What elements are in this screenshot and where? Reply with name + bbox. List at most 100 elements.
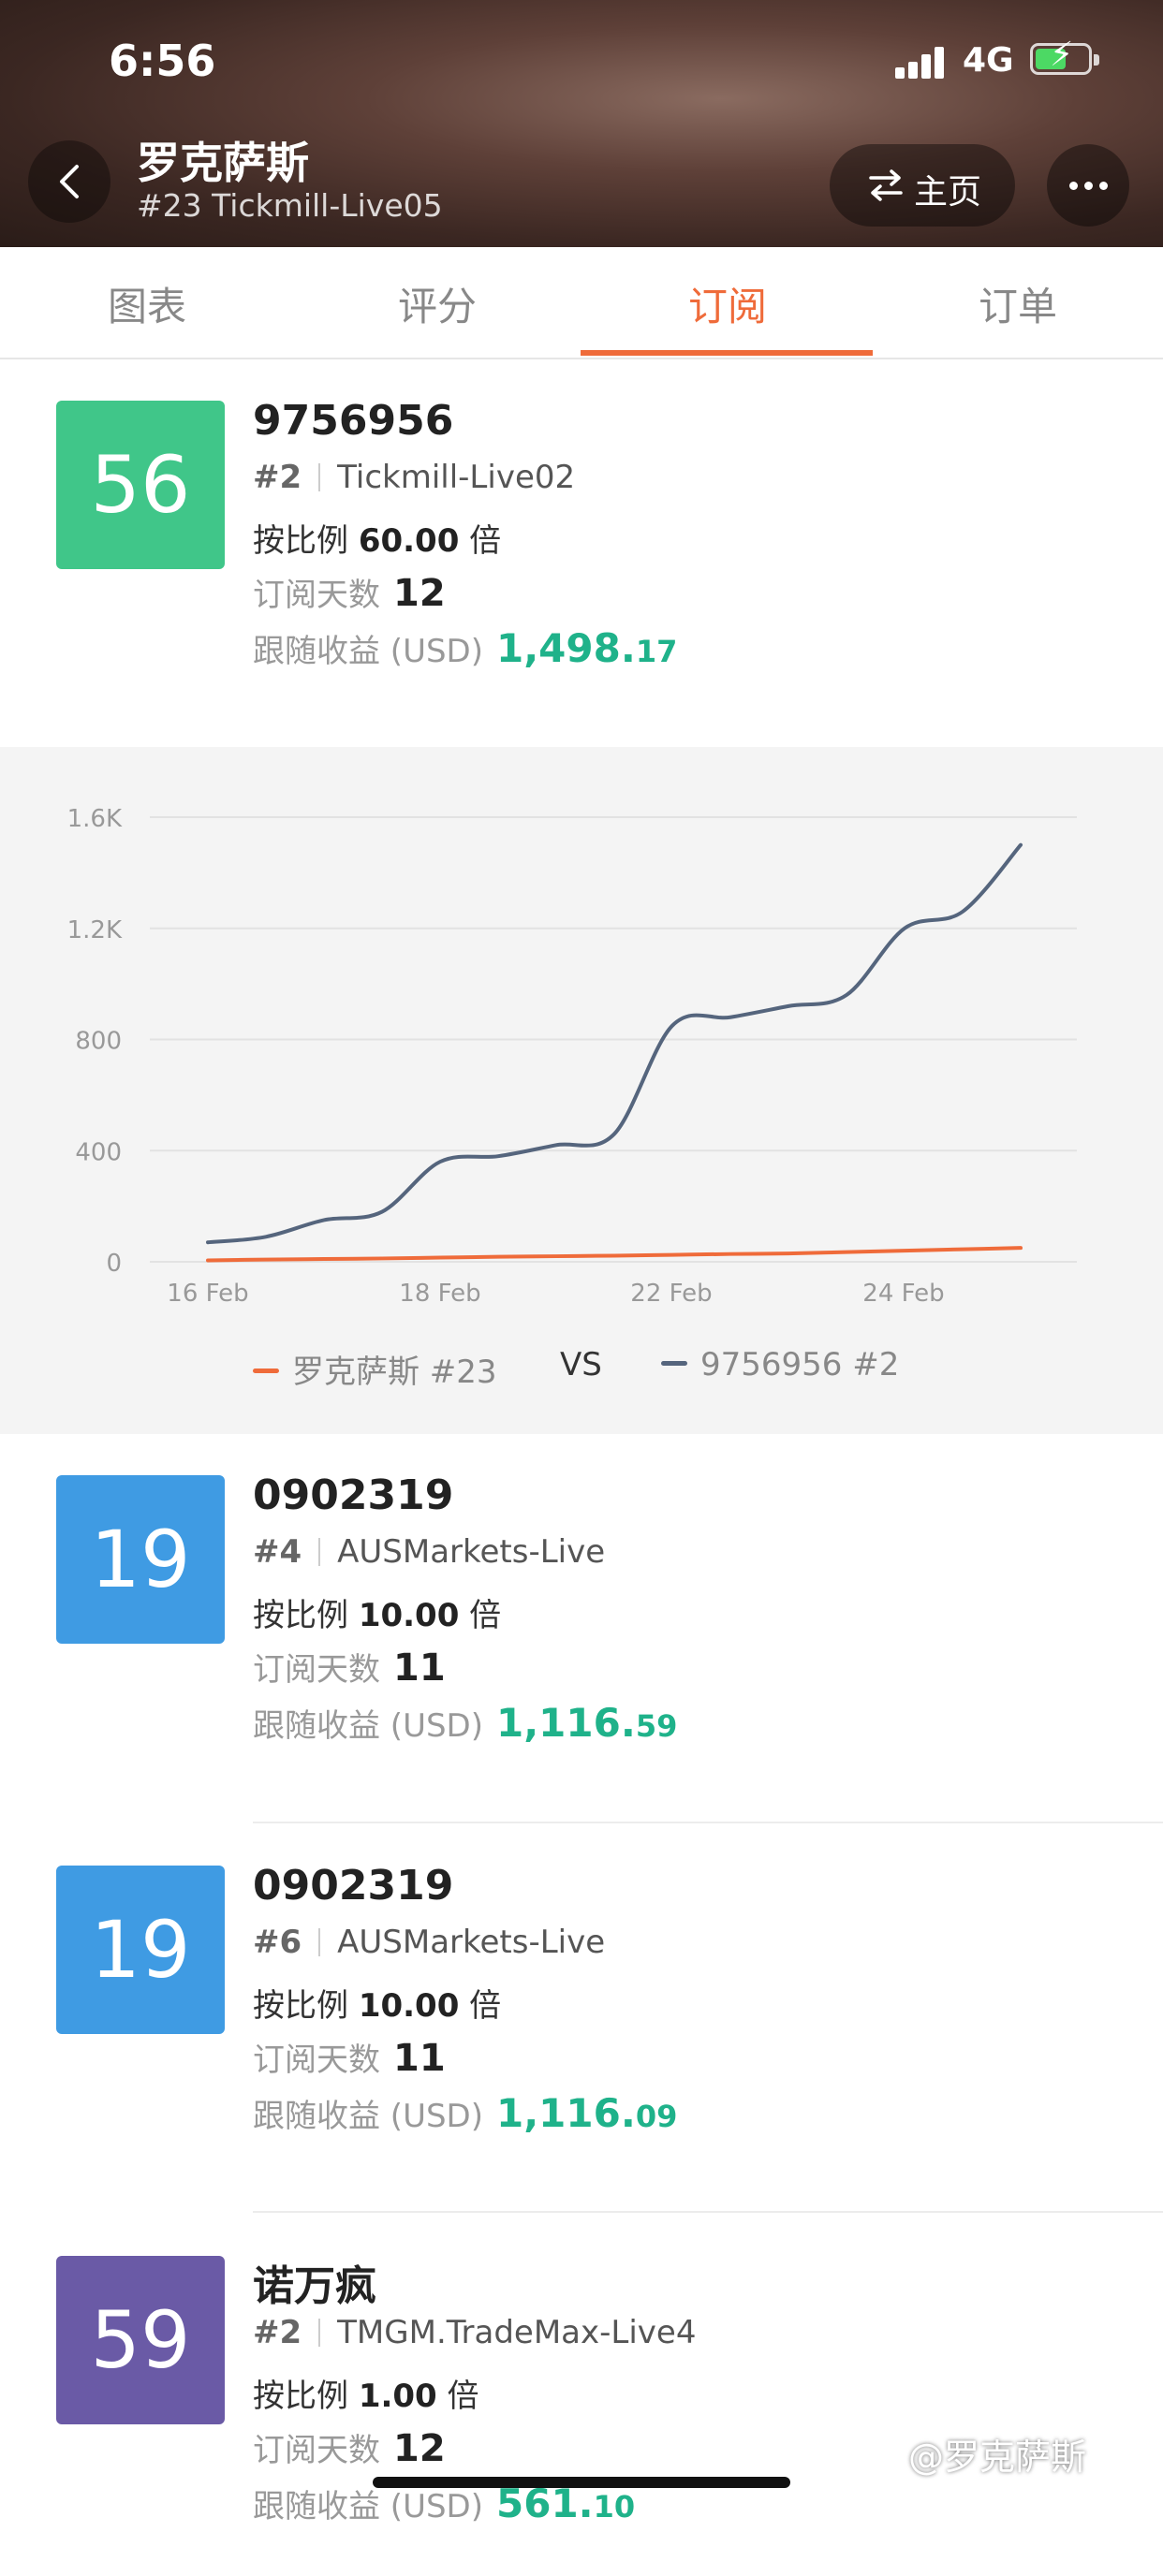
ratio-value: 1.00 bbox=[358, 2378, 437, 2415]
ratio-row: 按比例 1.00 倍 bbox=[253, 2370, 479, 2416]
profit-label: 跟随收益 (USD) bbox=[253, 633, 483, 670]
signal-rank: #4 AUSMarkets-Live bbox=[253, 1533, 605, 1571]
more-icon bbox=[1069, 182, 1078, 190]
score-badge: 59 bbox=[56, 2256, 225, 2424]
home-button[interactable]: 主页 bbox=[830, 144, 1015, 227]
profit-value: 1,116.09 bbox=[496, 2090, 677, 2136]
signal-rank: #6 AUSMarkets-Live bbox=[253, 1924, 605, 1961]
legend-label: 9756956 #2 bbox=[700, 1346, 900, 1383]
legend-item-compare: 9756956 #2 bbox=[661, 1346, 899, 1383]
profit-decimal: 10 bbox=[593, 2489, 636, 2525]
tab-orders[interactable]: 订单 bbox=[978, 284, 1057, 329]
ratio-value: 10.00 bbox=[358, 1597, 460, 1634]
rank-number: #2 bbox=[253, 2314, 302, 2351]
profit-row: 跟随收益 (USD) 1,498.17 bbox=[253, 625, 677, 671]
rank-number: #2 bbox=[253, 459, 302, 496]
profit-value: 1,498.17 bbox=[496, 625, 677, 671]
y-tick-label: 1.2K bbox=[67, 916, 123, 944]
signal-name: 诺万疯 bbox=[253, 2262, 376, 2310]
ratio-row: 按比例 60.00 倍 bbox=[253, 515, 501, 561]
y-tick-label: 400 bbox=[75, 1138, 122, 1166]
swap-icon bbox=[869, 169, 903, 201]
tab-rating[interactable]: 评分 bbox=[397, 284, 477, 329]
server-name: TMGM.TradeMax-Live4 bbox=[337, 2314, 697, 2351]
divider bbox=[253, 1822, 1163, 1823]
signal-name: 0902319 bbox=[253, 1471, 454, 1519]
profit-label: 跟随收益 (USD) bbox=[253, 2488, 483, 2525]
ratio-label: 按比例 bbox=[253, 522, 348, 560]
home-button-label: 主页 bbox=[914, 173, 982, 212]
y-tick-label: 1.6K bbox=[67, 805, 123, 833]
profit-decimal: 17 bbox=[635, 634, 678, 669]
server-name: AUSMarkets-Live bbox=[337, 1533, 606, 1571]
ratio-value: 60.00 bbox=[358, 522, 460, 560]
days-row: 订阅天数 11 bbox=[253, 2034, 446, 2080]
score-badge: 56 bbox=[56, 401, 225, 569]
ratio-label: 按比例 bbox=[253, 1597, 348, 1634]
legend-vs: VS bbox=[560, 1346, 602, 1383]
back-button[interactable] bbox=[28, 140, 110, 223]
days-label: 订阅天数 bbox=[253, 577, 380, 614]
chart-legend: 罗克萨斯 #23 VS 9756956 #2 bbox=[0, 1346, 1163, 1402]
profit-main: 1,116. bbox=[496, 2090, 636, 2136]
page-subtitle: #23 Tickmill-Live05 bbox=[137, 187, 443, 224]
x-tick-label: 18 Feb bbox=[399, 1280, 480, 1308]
ratio-label: 按比例 bbox=[253, 2378, 348, 2415]
x-tick-label: 24 Feb bbox=[862, 1280, 944, 1308]
page-title: 罗克萨斯 bbox=[137, 138, 309, 188]
x-tick-label: 22 Feb bbox=[630, 1280, 712, 1308]
line-chart: 0 400 800 1.2K 1.6K 16 Feb 18 Feb 22 Feb 24 Feb bbox=[67, 805, 1077, 1308]
profit-decimal: 59 bbox=[635, 1708, 678, 1744]
network-type: 4G bbox=[963, 41, 1014, 80]
days-row: 订阅天数 12 bbox=[253, 2424, 446, 2470]
score-badge: 19 bbox=[56, 1475, 225, 1644]
signal-name: 9756956 bbox=[253, 397, 454, 445]
battery-icon: ⚡ bbox=[1030, 38, 1099, 75]
signal-icon bbox=[895, 45, 948, 79]
signal-rank: #2 TMGM.TradeMax-Live4 bbox=[253, 2314, 696, 2351]
home-indicator[interactable] bbox=[373, 2477, 790, 2488]
days-label: 订阅天数 bbox=[253, 2042, 380, 2079]
ratio-unit: 倍 bbox=[447, 2378, 479, 2415]
ratio-label: 按比例 bbox=[253, 1987, 348, 2025]
watermark: @罗克萨斯 bbox=[908, 2437, 1087, 2478]
days-row: 订阅天数 12 bbox=[253, 569, 446, 615]
profit-label: 跟随收益 (USD) bbox=[253, 2098, 483, 2135]
y-tick-label: 0 bbox=[106, 1250, 122, 1278]
x-tick-label: 16 Feb bbox=[167, 1280, 248, 1308]
subscription-card[interactable]: 19 0902319 #4 AUSMarkets-Live 按比例 10.00 倍… bbox=[0, 1440, 1163, 1795]
legend-item-self: 罗克萨斯 #23 bbox=[253, 1346, 497, 1392]
ratio-unit: 倍 bbox=[469, 1987, 502, 2025]
legend-label: 罗克萨斯 #23 bbox=[292, 1354, 497, 1391]
ratio-unit: 倍 bbox=[469, 1597, 502, 1634]
tab-bar: 图表 评分 订阅 订单 bbox=[0, 247, 1163, 359]
rank-number: #6 bbox=[253, 1924, 302, 1961]
profit-label: 跟随收益 (USD) bbox=[253, 1707, 483, 1745]
signal-name: 0902319 bbox=[253, 1862, 454, 1910]
status-time: 6:56 bbox=[109, 36, 216, 86]
more-button[interactable] bbox=[1047, 144, 1129, 227]
subscription-card[interactable]: 59 诺万疯 #2 TMGM.TradeMax-Live4 按比例 1.00 倍 … bbox=[0, 2220, 1163, 2576]
days-value: 12 bbox=[393, 572, 446, 615]
subscription-card[interactable]: 19 0902319 #6 AUSMarkets-Live 按比例 10.00 倍… bbox=[0, 1830, 1163, 2186]
days-value: 11 bbox=[393, 2037, 446, 2080]
rank-number: #4 bbox=[253, 1533, 302, 1571]
tab-subscriptions[interactable]: 订阅 bbox=[687, 284, 767, 329]
profit-decimal: 09 bbox=[635, 2099, 678, 2134]
signal-rank: #2 Tickmill-Live02 bbox=[253, 459, 575, 496]
days-value: 12 bbox=[393, 2427, 446, 2470]
profit-row: 跟随收益 (USD) 1,116.09 bbox=[253, 2090, 677, 2136]
tab-chart[interactable]: 图表 bbox=[107, 284, 186, 329]
days-label: 订阅天数 bbox=[253, 1651, 380, 1689]
profit-row: 跟随收益 (USD) 1,116.59 bbox=[253, 1700, 677, 1746]
profit-main: 1,498. bbox=[496, 625, 636, 671]
divider bbox=[253, 2211, 1163, 2213]
subscription-card[interactable]: 56 9756956 #2 Tickmill-Live02 按比例 60.00 倍… bbox=[0, 365, 1163, 721]
days-row: 订阅天数 11 bbox=[253, 1644, 446, 1690]
profit-main: 1,116. bbox=[496, 1700, 636, 1746]
days-label: 订阅天数 bbox=[253, 2432, 380, 2469]
ratio-row: 按比例 10.00 倍 bbox=[253, 1589, 501, 1635]
server-name: AUSMarkets-Live bbox=[337, 1924, 606, 1961]
comparison-chart: 0 400 800 1.2K 1.6K 16 Feb 18 Feb 22 Feb 24 Feb … bbox=[0, 747, 1163, 1434]
legend-swatch bbox=[661, 1361, 687, 1366]
